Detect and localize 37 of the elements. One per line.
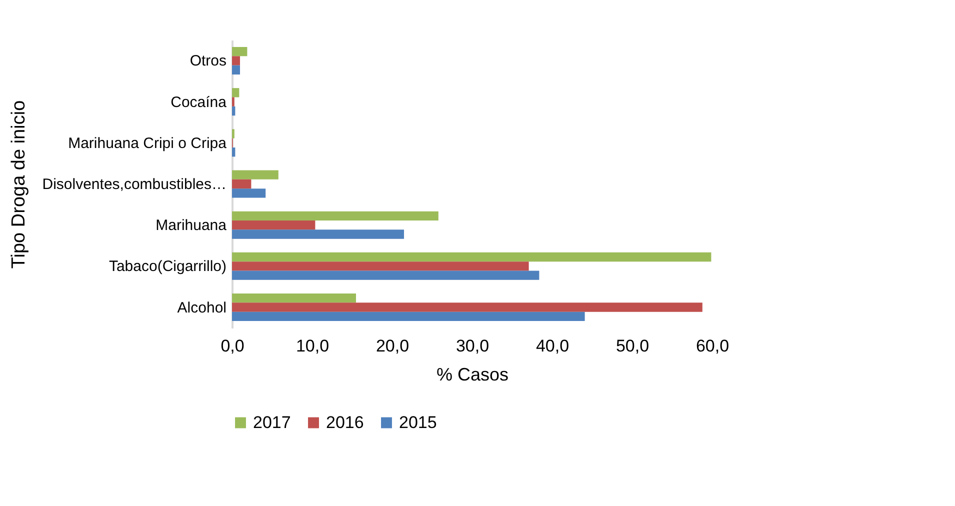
y-tick-label: Marihuana Cripi o Cripa (68, 134, 228, 152)
x-tick-label: 30,0 (456, 336, 490, 356)
x-tick-label: 20,0 (376, 336, 410, 356)
x-tick-label: 60,0 (696, 336, 730, 356)
bar (232, 230, 404, 239)
bar (232, 179, 252, 189)
bar (232, 106, 236, 116)
bar (232, 252, 712, 262)
bar (232, 302, 702, 312)
x-tick-label: 0,0 (220, 336, 244, 356)
x-axis-title: % Casos (436, 364, 509, 384)
legend-label: 2017 (253, 412, 291, 432)
bar (232, 211, 438, 220)
y-tick-label: Otros (190, 52, 226, 70)
bar (232, 148, 236, 157)
bar (232, 188, 266, 198)
bar (232, 220, 316, 230)
x-tick-label: 40,0 (536, 336, 570, 356)
bar (232, 46, 248, 56)
bar (232, 56, 240, 66)
bar (232, 312, 585, 322)
bar (232, 65, 240, 75)
y-tick-label: Tabaco(Cigarrillo) (108, 258, 226, 276)
bar (232, 262, 529, 271)
legend-label: 2015 (399, 412, 437, 432)
x-tick-label: 50,0 (616, 336, 650, 356)
x-tick-label: 10,0 (296, 336, 330, 356)
legend-label: 2016 (326, 412, 364, 432)
y-tick-label: Marihuana (156, 217, 228, 234)
y-tick-label: Alcohol (177, 299, 226, 316)
y-axis-title: Tipo Droga de inicio (8, 100, 30, 269)
bar (232, 293, 356, 303)
bar (232, 170, 278, 180)
bar (232, 270, 540, 280)
bar (232, 88, 240, 98)
y-tick-label: Disolventes,combustibles… (42, 176, 226, 193)
y-tick-label: Cocaína (170, 94, 228, 111)
